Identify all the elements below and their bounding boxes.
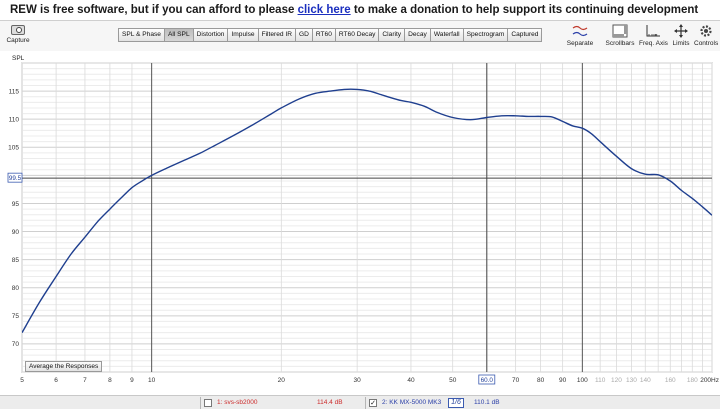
legend-name: 2: KK MX-5000 MK3	[382, 399, 442, 406]
x-tick-label: 100	[577, 377, 588, 384]
tab-rt60[interactable]: RT60	[311, 28, 335, 42]
freq-axis-label: Freq. Axis	[639, 40, 668, 47]
scrollbars-icon	[612, 24, 628, 38]
legend-entry: ✓ 2: KK MX-5000 MK3 1/6 110.1 dB	[365, 397, 510, 409]
x-tick-label: 110	[595, 377, 606, 384]
cursor-x-readout-box	[478, 374, 496, 385]
tab-decay[interactable]: Decay	[404, 28, 430, 42]
x-tick-label: 7	[83, 377, 87, 384]
separate-label: Separate	[566, 40, 594, 47]
legend-bar: 1: svs-sb2000 114.4 dB ✓ 2: KK MX-5000 MK3 1…	[0, 395, 720, 409]
tab-filtered-ir[interactable]: Filtered IR	[257, 28, 295, 42]
freq-axis-button[interactable]: Freq. Axis	[639, 23, 668, 51]
y-tick-label: 105	[8, 145, 19, 152]
gear-icon	[698, 24, 714, 38]
capture-button[interactable]: Capture	[5, 23, 31, 49]
separate-icon	[572, 24, 588, 38]
graph-area[interactable]: SPL 70 75 80 85 90 95 100 105 110 115 5 6 7 8 9 10 20 30 40…	[0, 51, 720, 395]
plot-frame	[21, 62, 713, 373]
x-tick-label: 30	[354, 377, 362, 384]
x-tick-label: 80	[537, 377, 545, 384]
smoothing-selector[interactable]: 1/6	[448, 398, 464, 408]
spl-chart[interactable]: SPL 70 75 80 85 90 95 100 105 110 115 5 6 7 8 9 10 20 30 40…	[0, 51, 720, 395]
legend-entry: 1: svs-sb2000 114.4 dB	[200, 397, 365, 409]
legend-checkbox[interactable]	[204, 399, 212, 407]
tab-captured[interactable]: Captured	[507, 28, 543, 42]
y-tick-label: 80	[12, 285, 20, 292]
legend-checkbox[interactable]: ✓	[369, 399, 377, 407]
average-responses-button[interactable]: Average the Responses	[25, 361, 103, 372]
x-tick-label: 20	[278, 377, 286, 384]
x-tick-label: 120	[611, 377, 622, 384]
x-tick-label: 160	[665, 377, 676, 384]
y-axis-label: SPL	[12, 55, 25, 62]
controls-button[interactable]: Controls	[694, 23, 718, 51]
limits-button[interactable]: Limits	[670, 23, 692, 51]
tab-all-spl[interactable]: All SPL	[163, 28, 193, 42]
tab-spl-phase[interactable]: SPL & Phase	[118, 28, 164, 42]
y-tick-label: 90	[12, 229, 20, 236]
scrollbars-label: Scrollbars	[605, 40, 635, 47]
tab-rt60-decay[interactable]: RT60 Decay	[334, 28, 379, 42]
y-tick-label: 70	[12, 341, 20, 348]
capture-label: Capture	[6, 37, 30, 44]
legend-value: 110.1 dB	[474, 399, 500, 406]
series-line-1	[22, 88, 712, 334]
cursor-x-readout: 60.0	[481, 377, 494, 384]
freq-axis-icon	[645, 24, 661, 38]
tab-spectrogram[interactable]: Spectrogram	[462, 28, 508, 42]
tab-waterfall[interactable]: Waterfall	[429, 28, 463, 42]
y-tick-label: 85	[12, 257, 20, 264]
legend-name: 1: svs-sb2000	[217, 399, 258, 406]
x-tick-label: 9	[130, 377, 134, 384]
x-tick-label: 6	[54, 377, 58, 384]
cursor-y-readout-box	[7, 172, 23, 183]
x-tick-label: 140	[640, 377, 651, 384]
y-tick-label: 95	[12, 201, 20, 208]
tab-clarity[interactable]: Clarity	[378, 28, 405, 42]
tab-gd[interactable]: GD	[294, 28, 312, 42]
donate-link[interactable]: click here	[297, 4, 351, 16]
x-tick-label: 10	[148, 377, 156, 384]
banner-prefix: REW is free software, but if you can aff…	[10, 4, 295, 16]
legend: 1: svs-sb2000 114.4 dB ✓ 2: KK MX-5000 MK3 1…	[200, 397, 510, 409]
separate-button[interactable]: Separate	[566, 23, 594, 51]
x-tick-label: 180	[687, 377, 698, 384]
x-tick-label: 50	[449, 377, 457, 384]
donation-banner: REW is free software, but if you can aff…	[0, 0, 720, 21]
y-tick-label: 75	[12, 313, 20, 320]
x-tick-label: 90	[559, 377, 567, 384]
y-tick-label: 110	[9, 116, 20, 123]
x-tick-label: 40	[407, 377, 415, 384]
x-tick-label: 5	[20, 377, 24, 384]
scrollbars-button[interactable]: Scrollbars	[604, 23, 636, 51]
legend-value: 114.4 dB	[317, 399, 343, 406]
toolbar: Capture SPL & Phase All SPL Distortion Impu…	[0, 21, 720, 51]
controls-label: Controls	[694, 40, 719, 47]
camera-icon	[11, 25, 25, 35]
banner-suffix: to make a donation to help support its c…	[353, 4, 699, 16]
limits-arrows-icon	[673, 24, 689, 38]
limits-label: Limits	[672, 40, 690, 47]
y-tick-label: 115	[9, 88, 20, 95]
x-tick-label: 130	[626, 377, 637, 384]
tab-impulse[interactable]: Impulse	[227, 28, 258, 42]
tab-distortion[interactable]: Distortion	[192, 28, 228, 42]
cursor-y-readout: 99.5	[9, 175, 22, 182]
x-tick-label: 70	[512, 377, 520, 384]
graph-tabs: SPL & Phase All SPL Distortion Impulse Filte…	[118, 28, 543, 42]
x-tick-label: 200Hz	[700, 377, 719, 384]
x-tick-label: 8	[108, 377, 112, 384]
